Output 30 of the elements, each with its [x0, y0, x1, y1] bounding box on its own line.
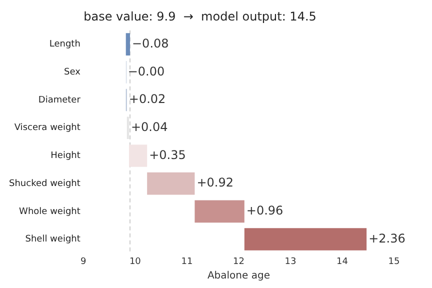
bar: [128, 144, 148, 167]
chart-title: base value: 9.9 → model output: 14.5: [84, 9, 316, 24]
x-tick-label: 9: [80, 256, 87, 267]
data-label: +0.04: [130, 120, 168, 134]
y-tick-label: Shell weight: [25, 234, 81, 245]
x-tick-label: 14: [336, 256, 348, 267]
y-tick-label: Height: [50, 151, 81, 162]
data-label: +0.96: [246, 204, 284, 218]
y-tick-label: Shucked weight: [8, 178, 81, 189]
x-tick-label: 12: [232, 256, 244, 267]
x-axis-title: Abalone age: [207, 270, 270, 282]
data-label: +0.02: [128, 92, 166, 106]
y-tick-label: Whole weight: [19, 206, 81, 217]
x-tick-label: 15: [388, 256, 400, 267]
x-tick-label: 13: [284, 256, 296, 267]
data-label: +0.92: [196, 176, 234, 190]
bar: [194, 200, 244, 223]
bar: [126, 33, 130, 56]
x-tick-label: 10: [129, 256, 142, 267]
data-label: −0.08: [132, 36, 169, 50]
bar: [244, 228, 367, 250]
y-tick-label: Viscera weight: [14, 123, 81, 134]
data-label: −0.00: [128, 64, 165, 78]
x-tick-label: 11: [181, 256, 193, 267]
y-tick-label: Length: [49, 40, 80, 50]
data-label: +0.35: [149, 148, 186, 162]
y-tick-label: Diameter: [38, 95, 81, 106]
y-tick-label: Sex: [64, 68, 82, 78]
bar: [147, 172, 195, 195]
data-label: +2.36: [368, 231, 406, 246]
